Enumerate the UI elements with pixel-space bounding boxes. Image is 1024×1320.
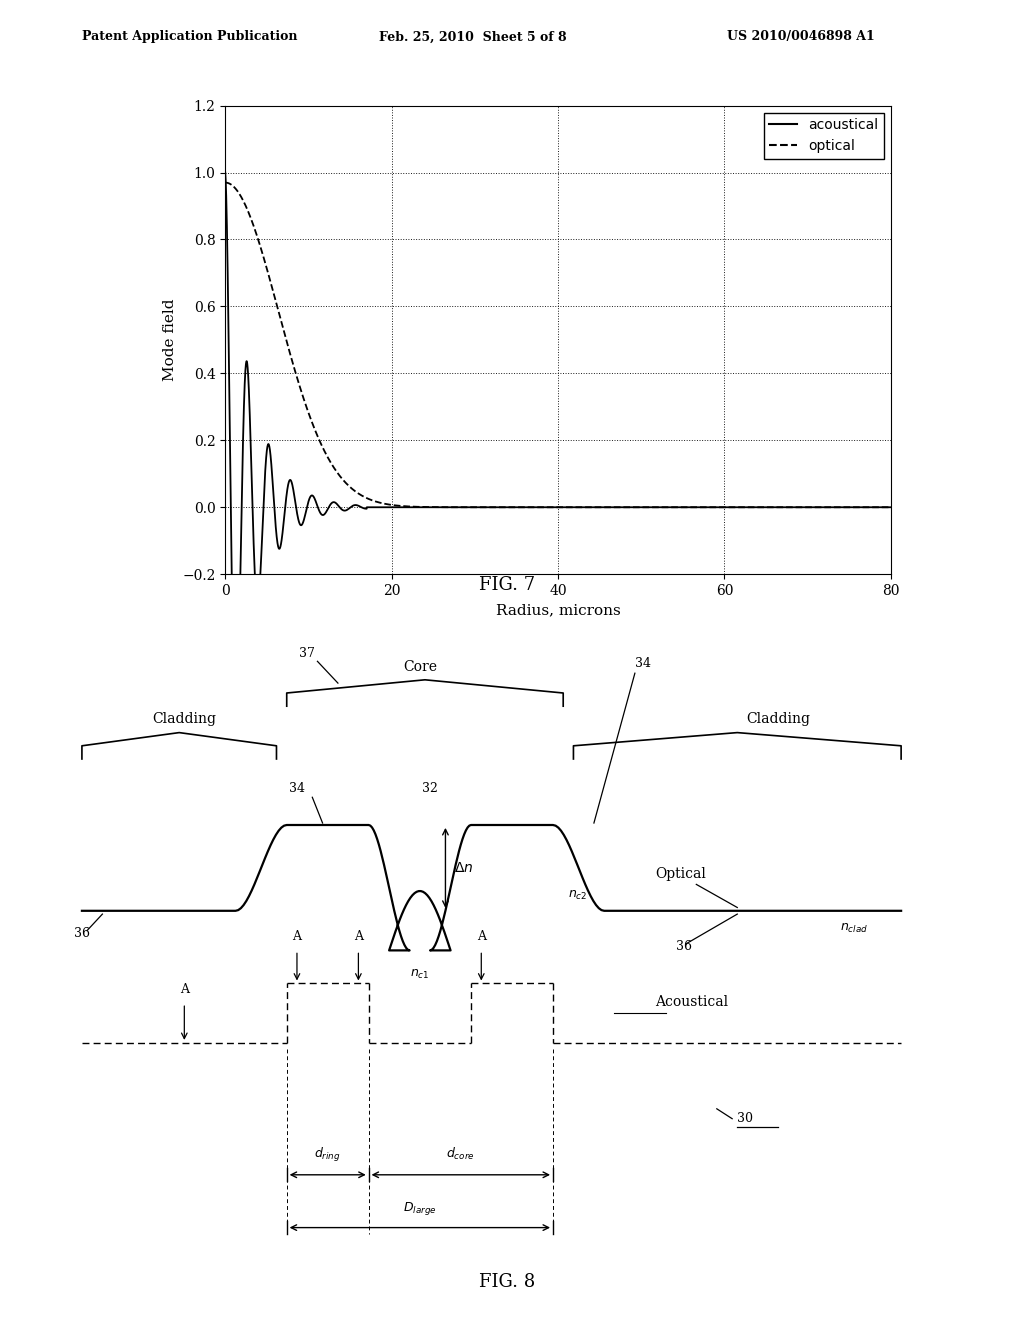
Text: FIG. 7: FIG. 7 xyxy=(479,576,535,594)
Text: A: A xyxy=(180,983,188,997)
Text: Patent Application Publication: Patent Application Publication xyxy=(82,30,297,44)
Text: $n_{c2}$: $n_{c2}$ xyxy=(568,888,588,902)
Text: $n_{clad}$: $n_{clad}$ xyxy=(840,921,867,935)
Text: FIG. 8: FIG. 8 xyxy=(479,1272,535,1291)
Text: 30: 30 xyxy=(737,1111,754,1125)
Y-axis label: Mode field: Mode field xyxy=(163,298,176,381)
Legend: acoustical, optical: acoustical, optical xyxy=(764,112,884,158)
Text: A: A xyxy=(293,931,301,944)
Text: 34: 34 xyxy=(289,781,305,795)
Text: 32: 32 xyxy=(422,781,438,795)
Text: $n_{c1}$: $n_{c1}$ xyxy=(410,968,430,981)
Text: 37: 37 xyxy=(299,647,315,660)
Text: 34: 34 xyxy=(635,656,651,669)
Text: $d_{core}$: $d_{core}$ xyxy=(446,1146,475,1163)
X-axis label: Radius, microns: Radius, microns xyxy=(496,603,621,618)
Text: Acoustical: Acoustical xyxy=(655,995,728,1010)
Text: $d_{ring}$: $d_{ring}$ xyxy=(314,1146,341,1164)
Text: US 2010/0046898 A1: US 2010/0046898 A1 xyxy=(727,30,874,44)
Text: 36: 36 xyxy=(74,927,90,940)
Text: $D_{large}$: $D_{large}$ xyxy=(403,1200,436,1217)
Text: $\Delta n$: $\Delta n$ xyxy=(454,861,473,875)
Text: Core: Core xyxy=(402,660,437,673)
Text: Cladding: Cladding xyxy=(746,713,810,726)
Text: Feb. 25, 2010  Sheet 5 of 8: Feb. 25, 2010 Sheet 5 of 8 xyxy=(379,30,566,44)
Text: A: A xyxy=(477,931,485,944)
Text: Optical: Optical xyxy=(655,867,707,880)
Text: A: A xyxy=(354,931,362,944)
Text: 36: 36 xyxy=(676,940,692,953)
Text: Cladding: Cladding xyxy=(153,713,216,726)
